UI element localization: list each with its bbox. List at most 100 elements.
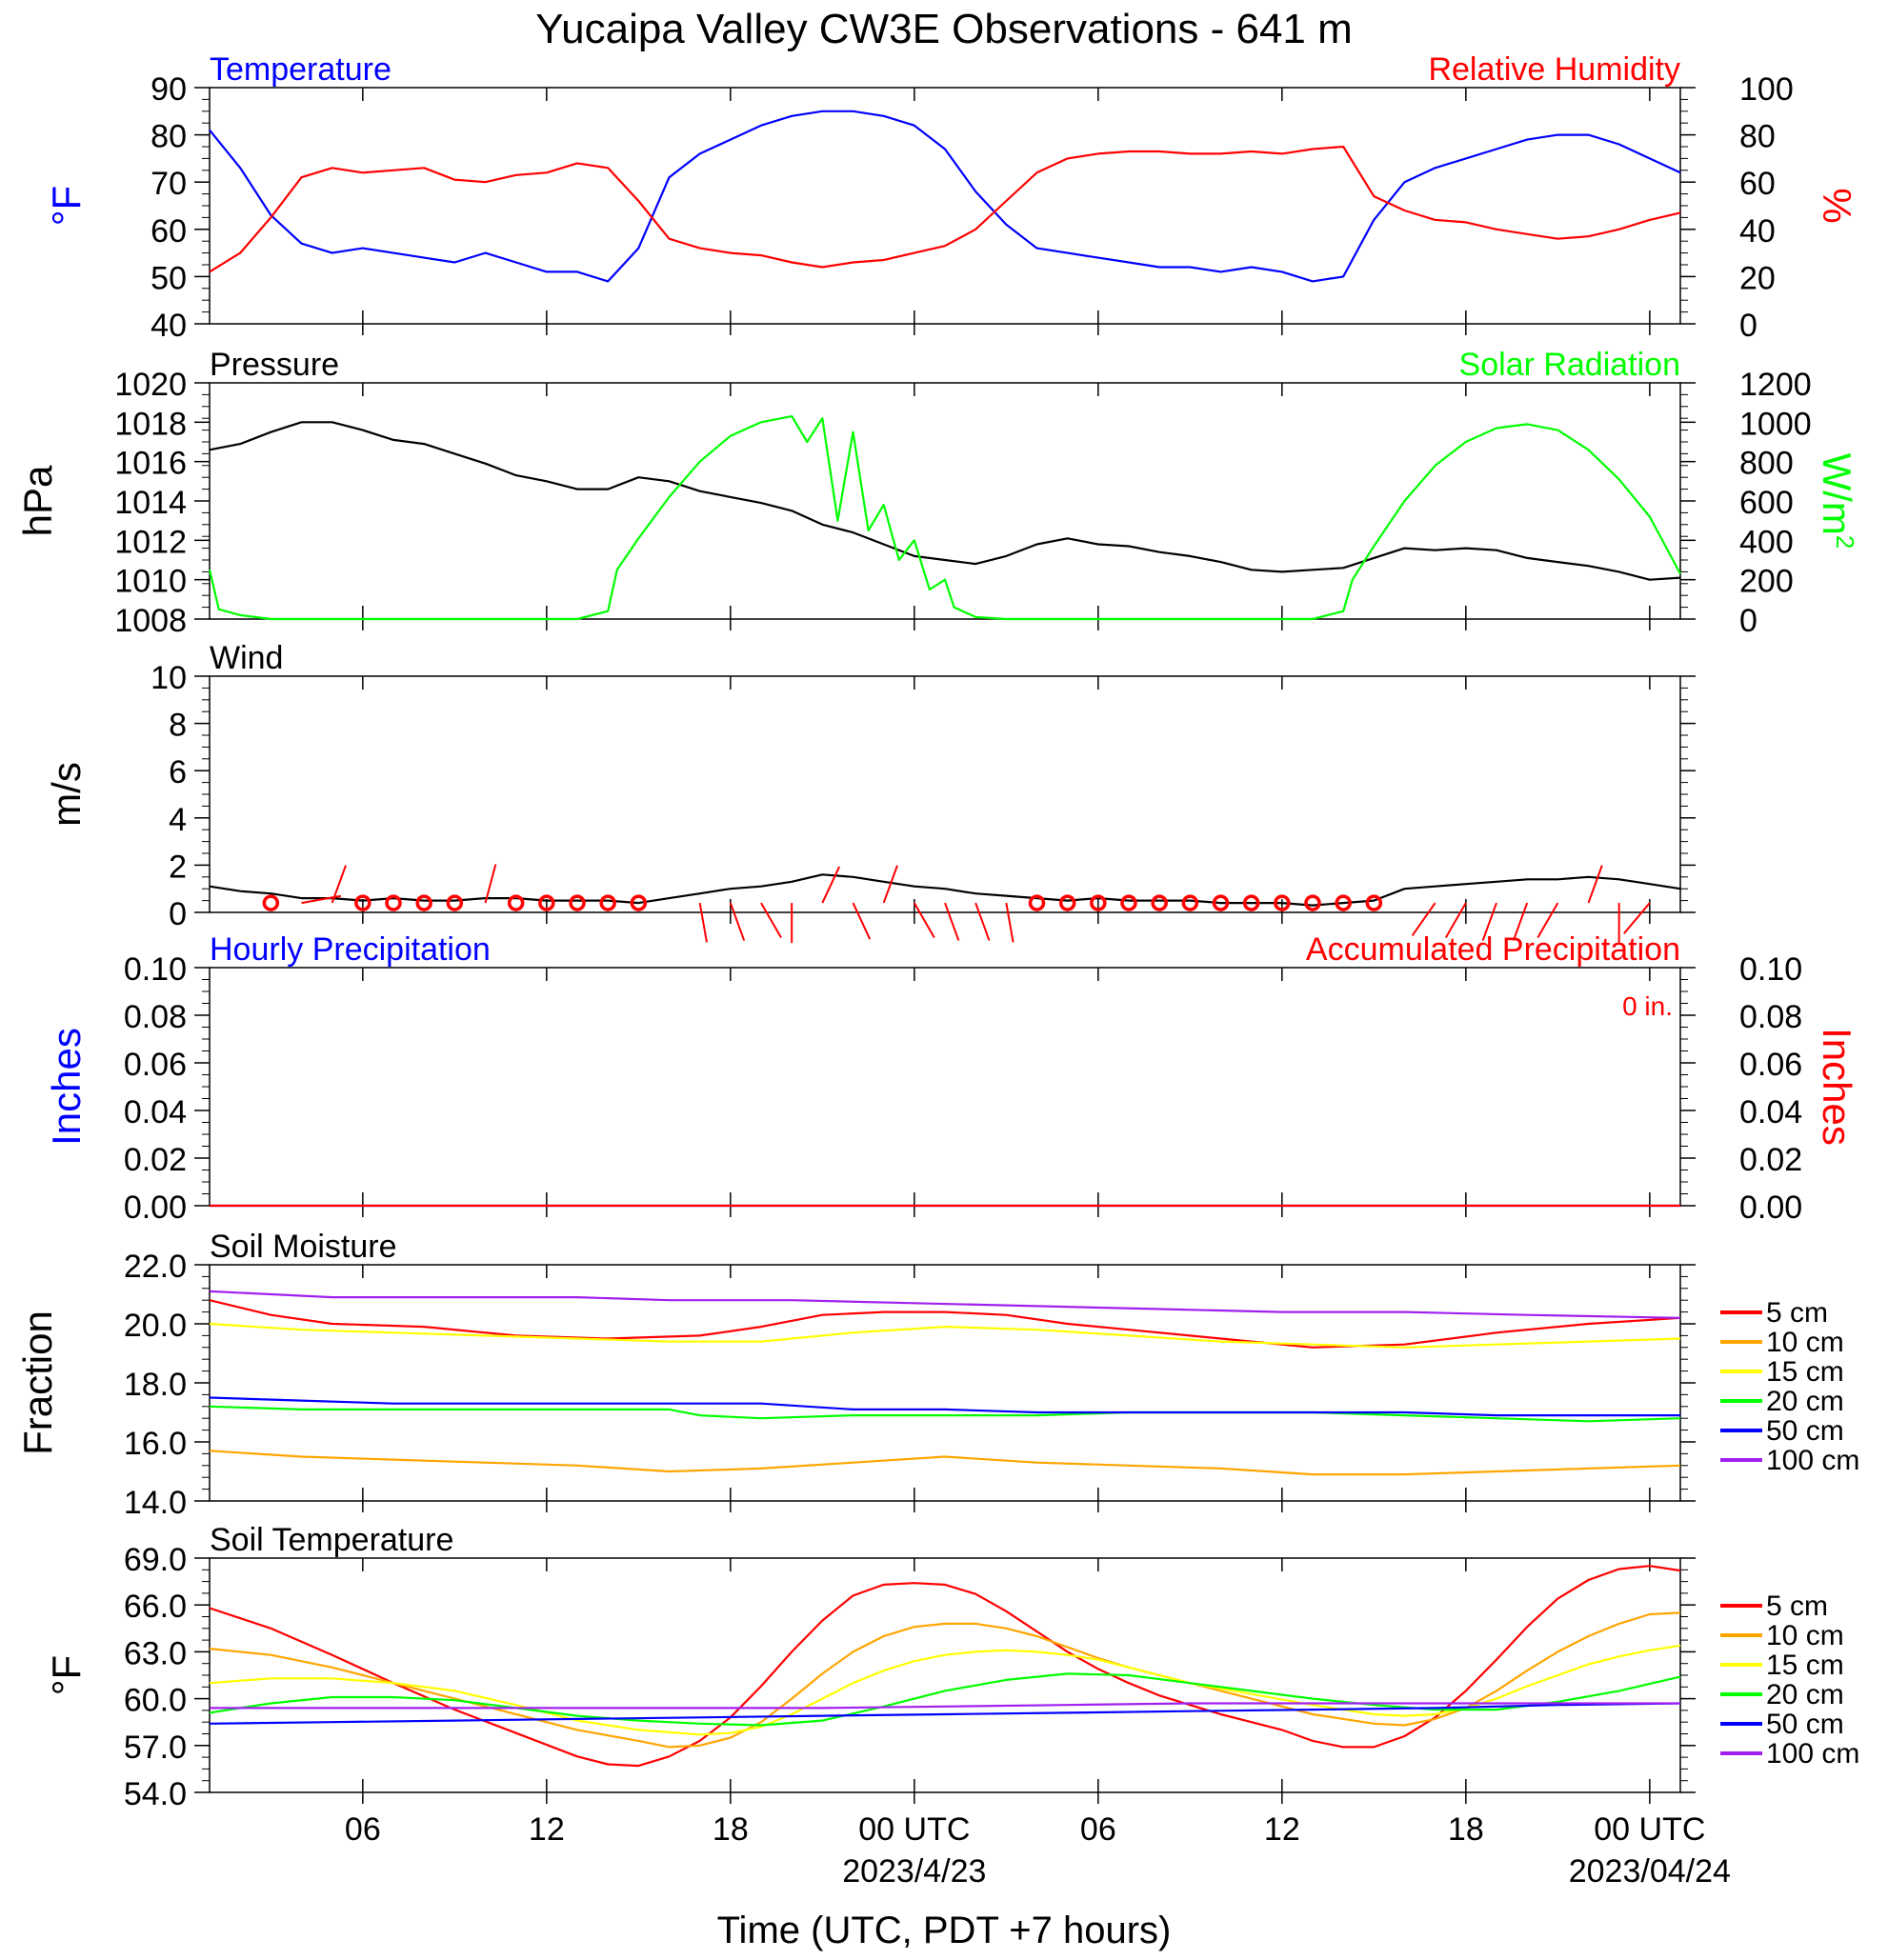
y-tick-label: 1012 [114, 524, 187, 560]
wind-calm-circle [1365, 894, 1383, 911]
y-right-tick-label: 1200 [1739, 367, 1812, 403]
y-right-tick-label: 80 [1739, 119, 1776, 155]
wind-barb-staff [1512, 902, 1529, 941]
y-tick-label: 0.04 [124, 1094, 187, 1130]
series-10-cm [209, 1450, 1681, 1476]
x-tick-label: 06 [345, 1811, 381, 1848]
series-solar-radiation [208, 415, 1681, 621]
plot-frame [209, 675, 1681, 913]
legend-label: 10 cm [1766, 1620, 1844, 1651]
wind-barb-staff [698, 902, 708, 943]
wind-barb-staff [1411, 902, 1436, 937]
legend-label: 10 cm [1766, 1327, 1844, 1358]
y-axis-label: m/s [44, 762, 89, 827]
wind-calm-circle [415, 894, 432, 911]
y-tick-label: 50 [151, 260, 187, 296]
wind-barb-staff [484, 864, 497, 904]
y-tick-label: 69.0 [124, 1542, 187, 1578]
wind-calm-circle [354, 894, 372, 911]
series-50-cm [209, 1702, 1681, 1725]
legend-label: 50 cm [1766, 1709, 1844, 1740]
y-tick-label: 8 [169, 708, 187, 744]
wind-barb-staff [882, 865, 898, 904]
y-tick-label: 20.0 [124, 1308, 187, 1344]
y-tick-label: 0.02 [124, 1142, 187, 1178]
y-tick-label: 63.0 [124, 1635, 187, 1671]
y-right-tick-label: 0.06 [1739, 1047, 1802, 1083]
y-tick-label: 0.10 [124, 951, 187, 988]
panel-precip: 0.00 0.02 0.04 0.06 0.08 0.10 0.00 0.02 0.04 0.06… [44, 931, 1859, 1226]
wind-barb-staff [852, 902, 872, 940]
wind-calm-circle [1181, 894, 1199, 911]
y-tick-label: 14.0 [124, 1485, 187, 1521]
y-right-tick-label: 0.10 [1739, 951, 1802, 988]
y-tick-label: 80 [151, 119, 187, 155]
wind-barb-staff [944, 902, 960, 941]
wind-barb-staff [1587, 865, 1603, 904]
y-axis-label: hPa [15, 465, 60, 536]
series-relative-humidity [209, 145, 1681, 273]
x-tick-label: 18 [1448, 1811, 1484, 1848]
y-tick-label: 57.0 [124, 1730, 187, 1766]
panel-title: Wind [210, 640, 283, 676]
legend-label: 20 cm [1766, 1679, 1844, 1710]
series-100-cm [209, 1290, 1681, 1319]
panel-title: Soil Moisture [210, 1229, 397, 1265]
legend-label: 50 cm [1766, 1415, 1844, 1447]
plot-frame [209, 87, 1681, 325]
wind-calm-circle [1274, 894, 1291, 911]
time-axis: 06 12 18 00 UTC 06 12 18 00 UTC 2023/4/23 2023/04… [345, 1811, 1731, 1890]
y-right-tick-label: 800 [1739, 446, 1794, 482]
y-tick-label: 1016 [114, 446, 187, 482]
series-15-cm [209, 1322, 1681, 1349]
panel-wind: 0 2 4 6 8 10 Wind m/s [44, 640, 1696, 944]
wind-calm-circle [630, 894, 648, 911]
x-axis-title: Time (UTC, PDT +7 hours) [717, 1910, 1172, 1951]
panel-title: Hourly Precipitation [210, 931, 491, 968]
y-tick-label: 0 [169, 896, 187, 932]
wind-calm-circle [599, 894, 616, 911]
y-tick-label: 1008 [114, 603, 187, 639]
y-tick-label: 1014 [114, 485, 187, 521]
y-tick-label: 22.0 [124, 1249, 187, 1285]
wind-calm-circle [507, 894, 525, 911]
y-axis-label: °F [44, 1655, 89, 1695]
legend-label: 5 cm [1766, 1590, 1828, 1622]
y-right-tick-label: 600 [1739, 485, 1794, 521]
legend-label: 100 cm [1766, 1738, 1859, 1770]
panel-right-title: Accumulated Precipitation [1306, 931, 1680, 968]
plot-frame [209, 1264, 1681, 1502]
y-tick-label: 1020 [114, 367, 187, 403]
y-tick-label: 1018 [114, 406, 187, 442]
wind-calm-circle [569, 894, 586, 911]
wind-barb-staff [1444, 902, 1467, 938]
panel-title: Pressure [210, 347, 339, 383]
legend-label: 100 cm [1766, 1445, 1859, 1476]
y-tick-label: 18.0 [124, 1367, 187, 1403]
y-right-tick-label: 20 [1739, 260, 1776, 296]
legend-label: 15 cm [1766, 1356, 1844, 1388]
series-50-cm [209, 1396, 1680, 1417]
wind-barb-staff [1537, 902, 1559, 938]
wind-barb-staff [729, 902, 746, 941]
series-temperature [209, 110, 1681, 283]
series-5-cm [209, 1565, 1681, 1768]
legend-label: 5 cm [1766, 1297, 1828, 1329]
y-right-tick-label: 100 [1739, 71, 1794, 108]
y-right-tick-label: 200 [1739, 564, 1794, 600]
series-20-cm [209, 1672, 1681, 1727]
wind-barb-staff [1481, 902, 1497, 941]
x-tick-label: 12 [1264, 1811, 1300, 1848]
accum-total-label: 0 in. [1622, 991, 1673, 1021]
y-right-tick-label: 0.08 [1739, 999, 1802, 1035]
series-5-cm [209, 1299, 1681, 1349]
wind-barb-staff [1005, 902, 1014, 943]
panel-right-title: Relative Humidity [1428, 51, 1680, 88]
y-right-tick-label: 0 [1739, 308, 1757, 344]
x-tick-label: 00 UTC [858, 1811, 970, 1848]
x-tick-label: 12 [529, 1811, 565, 1848]
y-axis-right-label: Inches [1815, 1028, 1859, 1146]
wind-calm-circle [1090, 894, 1107, 911]
